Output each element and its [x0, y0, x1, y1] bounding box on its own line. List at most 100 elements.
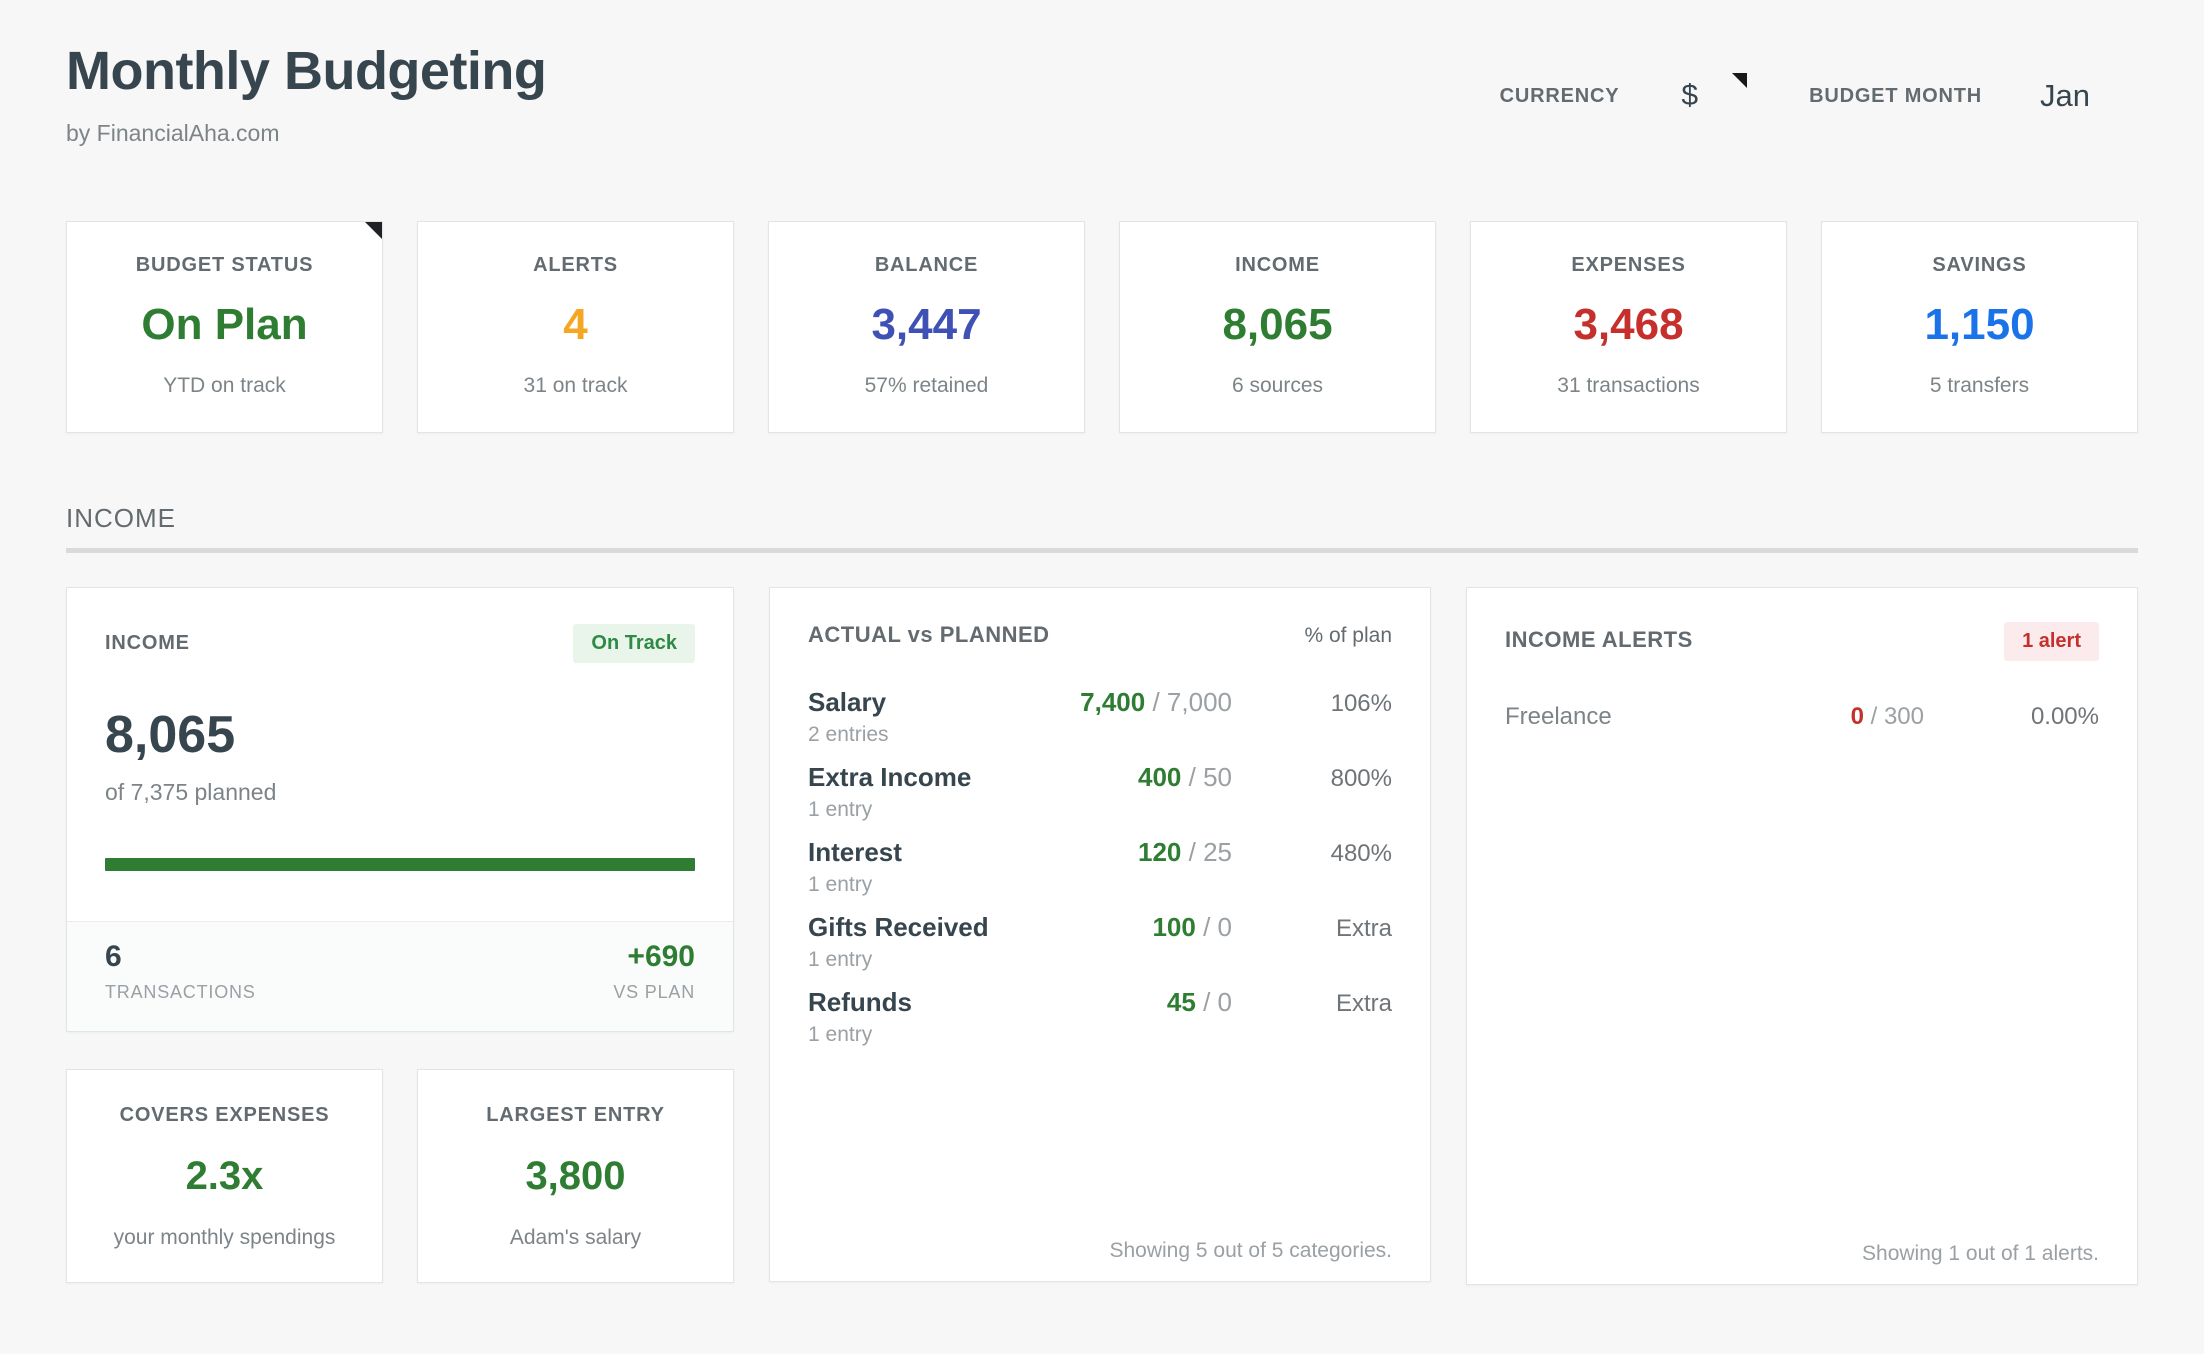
category-pct: 480% [1330, 839, 1392, 867]
category-name: Interest [808, 836, 902, 867]
category-name: Extra Income [808, 761, 972, 792]
kpi-label: BALANCE [874, 253, 979, 276]
budget-month-selector[interactable]: Jan [2040, 78, 2090, 113]
kpi-card: BALANCE 3,447 57% retained [768, 220, 1085, 433]
largest-entry-label: LARGEST ENTRY [486, 1103, 665, 1126]
alerts-footer: Showing 1 out of 1 alerts. [1862, 1241, 2099, 1265]
kpi-label: SAVINGS [1932, 253, 2027, 276]
income-total-value: 8,065 [105, 705, 236, 764]
category-entries: 1 entry [808, 797, 873, 821]
header: Monthly Budgeting by FinancialAha.com CU… [66, 0, 2138, 147]
kpi-label: INCOME [1235, 253, 1320, 276]
category-row: Refunds 45 / 0 Extra 1 entry [808, 984, 1392, 1050]
covers-expenses-label: COVERS EXPENSES [119, 1103, 330, 1126]
currency-selector[interactable]: $ [1681, 79, 1699, 112]
largest-entry-caption: Adam's salary [509, 1225, 642, 1249]
income-card-label: INCOME [105, 631, 190, 654]
kpi-card: EXPENSES 3,468 31 transactions [1470, 220, 1787, 433]
kpi-value: 3,447 [871, 300, 982, 349]
transactions-stat: 6 TRANSACTIONS [105, 940, 256, 1031]
income-alerts-card: INCOME ALERTS 1 alert Freelance 0 / 300 … [1466, 586, 2138, 1285]
category-entries: 1 entry [808, 947, 873, 971]
actual-vs-planned-card: ACTUAL vs PLANNED % of plan Salary 7,400… [769, 586, 1431, 1282]
income-summary-card: INCOME On Track 8,065 of 7,375 planned 6… [66, 586, 734, 1032]
income-progress-fill [105, 857, 695, 871]
kpi-card: ALERTS 4 31 on track [417, 220, 734, 433]
page-title: Monthly Budgeting [66, 41, 547, 101]
category-entries: 1 entry [808, 872, 873, 896]
kpi-row: BUDGET STATUS On Plan YTD on track ALERT… [66, 220, 2138, 433]
kpi-caption: 31 on track [523, 373, 628, 397]
income-progress-track [105, 857, 695, 871]
kpi-caption: 57% retained [864, 373, 989, 397]
category-pct: 106% [1330, 689, 1392, 717]
vs-plan-stat: +690 VS PLAN [613, 940, 695, 1031]
kpi-label: EXPENSES [1571, 253, 1686, 276]
income-section: INCOME On Track 8,065 of 7,375 planned 6… [66, 586, 2138, 1285]
category-row: Extra Income 400 / 50 800% 1 entry [808, 759, 1392, 825]
covers-expenses-caption: your monthly spendings [113, 1225, 336, 1249]
kpi-label: ALERTS [533, 253, 618, 276]
category-values: 45 / 0 [1166, 986, 1232, 1017]
alert-pct: 0.00% [2030, 702, 2099, 730]
kpi-caption: 6 sources [1231, 373, 1324, 397]
page-subtitle: by FinancialAha.com [66, 119, 280, 146]
kpi-caption: 5 transfers [1929, 373, 2030, 397]
category-name: Salary [808, 686, 887, 717]
kpi-card: INCOME 8,065 6 sources [1119, 220, 1436, 433]
kpi-caption: YTD on track [163, 373, 286, 397]
category-name: Refunds [808, 986, 912, 1017]
kpi-card: SAVINGS 1,150 5 transfers [1821, 220, 2138, 433]
category-pct: Extra [1335, 914, 1392, 942]
categories-footer: Showing 5 out of 5 categories. [1109, 1238, 1392, 1262]
kpi-value: 4 [563, 300, 588, 349]
currency-label: CURRENCY [1499, 84, 1620, 107]
on-track-badge: On Track [573, 623, 695, 663]
actual-vs-planned-title: ACTUAL vs PLANNED [808, 621, 1050, 647]
transactions-label: TRANSACTIONS [105, 981, 256, 1002]
largest-entry-value: 3,800 [525, 1153, 626, 1198]
kpi-label: BUDGET STATUS [135, 253, 314, 276]
income-alerts-rows: Freelance 0 / 300 0.00% [1505, 703, 2099, 731]
alert-name: Freelance [1505, 702, 1612, 730]
category-values: 400 / 50 [1137, 761, 1232, 792]
covers-expenses-card: COVERS EXPENSES 2.3x your monthly spendi… [66, 1068, 383, 1283]
category-values: 100 / 0 [1152, 911, 1232, 942]
kpi-value: 1,150 [1924, 300, 2035, 349]
category-values: 120 / 25 [1137, 836, 1232, 867]
kpi-card: BUDGET STATUS On Plan YTD on track [66, 220, 383, 433]
category-row: Interest 120 / 25 480% 1 entry [808, 834, 1392, 900]
note-marker-icon [1732, 72, 1748, 88]
kpi-value: 3,468 [1573, 300, 1684, 349]
category-entries: 2 entries [808, 722, 889, 746]
category-entries: 1 entry [808, 1022, 873, 1046]
actual-vs-planned-rows: Salary 7,400 / 7,000 106% 2 entries Extr… [808, 684, 1392, 1050]
pct-of-plan-header: % of plan [1304, 623, 1392, 647]
kpi-value: 8,065 [1222, 300, 1333, 349]
vs-plan-label: VS PLAN [613, 981, 695, 1002]
category-row: Gifts Received 100 / 0 Extra 1 entry [808, 909, 1392, 975]
covers-expenses-value: 2.3x [185, 1153, 264, 1198]
section-title: INCOME [66, 502, 176, 533]
kpi-caption: 31 transactions [1557, 373, 1700, 397]
alert-count-badge: 1 alert [2004, 621, 2099, 661]
header-controls: CURRENCY $ BUDGET MONTH Jan [1499, 72, 2138, 114]
budget-month-label: BUDGET MONTH [1809, 84, 1983, 107]
vs-plan-value: +690 [627, 939, 695, 973]
category-values: 7,400 / 7,000 [1080, 686, 1232, 717]
income-summary-column: INCOME On Track 8,065 of 7,375 planned 6… [66, 586, 734, 1285]
title-block: Monthly Budgeting by FinancialAha.com [66, 38, 547, 147]
alert-values: 0 / 300 [1850, 702, 1924, 730]
alert-row: Freelance 0 / 300 0.00% [1505, 703, 2099, 731]
transactions-value: 6 [105, 939, 122, 973]
kpi-value: On Plan [141, 300, 308, 349]
category-row: Salary 7,400 / 7,000 106% 2 entries [808, 684, 1392, 750]
income-planned-caption: of 7,375 planned [105, 778, 277, 805]
section-divider [66, 547, 2138, 553]
category-name: Gifts Received [808, 911, 989, 942]
category-pct: Extra [1335, 989, 1392, 1017]
largest-entry-card: LARGEST ENTRY 3,800 Adam's salary [417, 1068, 734, 1283]
small-cards-row: COVERS EXPENSES 2.3x your monthly spendi… [66, 1068, 734, 1283]
income-alerts-title: INCOME ALERTS [1505, 626, 1693, 652]
